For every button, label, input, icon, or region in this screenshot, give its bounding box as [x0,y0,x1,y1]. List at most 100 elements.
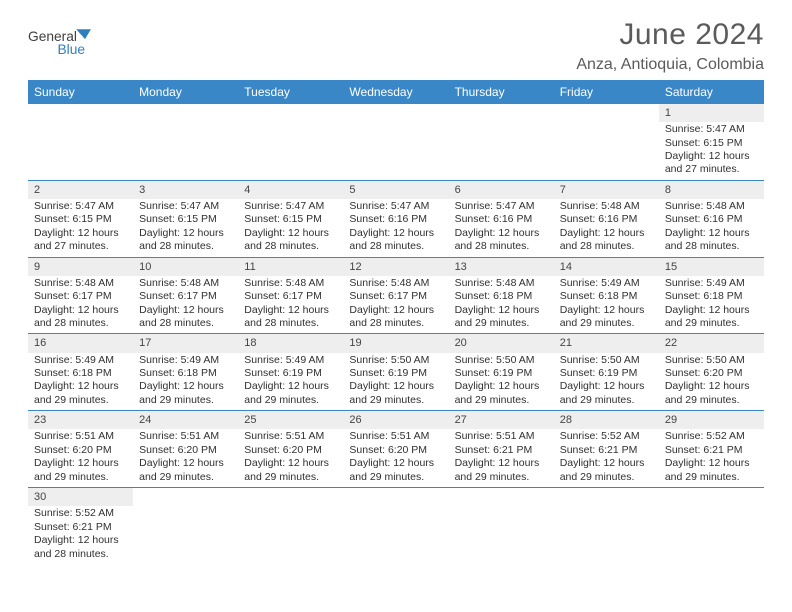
day-content-cell: Sunrise: 5:50 AMSunset: 6:19 PMDaylight:… [449,353,554,411]
sunset-line: Sunset: 6:15 PM [244,213,337,226]
week-3-daynum-row: 16171819202122 [28,334,764,353]
sunset-line: Sunset: 6:18 PM [665,290,758,303]
daylight-line: Daylight: 12 hours [349,380,442,393]
sunset-line: Sunset: 6:17 PM [139,290,232,303]
daylight-line: and 29 minutes. [349,471,442,484]
sunset-line: Sunset: 6:20 PM [349,444,442,457]
day-num-cell: 29 [659,411,764,430]
day-content-cell: Sunrise: 5:48 AMSunset: 6:17 PMDaylight:… [238,276,343,334]
daylight-line: Daylight: 12 hours [139,380,232,393]
sunrise-line: Sunrise: 5:48 AM [139,277,232,290]
day-num-cell: 1 [659,104,764,122]
sunrise-line: Sunrise: 5:48 AM [560,200,653,213]
week-0-daynum-row: 1 [28,104,764,122]
day-num-cell [449,488,554,507]
daylight-line: and 29 minutes. [665,394,758,407]
daylight-line: Daylight: 12 hours [560,304,653,317]
calendar-header: Sunday Monday Tuesday Wednesday Thursday… [28,80,764,104]
day-num-cell [449,104,554,122]
sunrise-line: Sunrise: 5:49 AM [665,277,758,290]
day-content-cell [554,122,659,180]
week-0-content-row: Sunrise: 5:47 AMSunset: 6:15 PMDaylight:… [28,122,764,180]
sunrise-line: Sunrise: 5:47 AM [244,200,337,213]
day-content-cell [343,122,448,180]
day-num-cell: 2 [28,180,133,199]
sunset-line: Sunset: 6:21 PM [455,444,548,457]
day-content-cell: Sunrise: 5:52 AMSunset: 6:21 PMDaylight:… [28,506,133,564]
day-content-cell: Sunrise: 5:51 AMSunset: 6:20 PMDaylight:… [133,429,238,487]
weekday-saturday: Saturday [659,80,764,104]
week-5-daynum-row: 30 [28,488,764,507]
day-content-cell: Sunrise: 5:48 AMSunset: 6:17 PMDaylight:… [343,276,448,334]
day-content-cell: Sunrise: 5:50 AMSunset: 6:19 PMDaylight:… [343,353,448,411]
day-num-cell: 10 [133,257,238,276]
day-content-cell: Sunrise: 5:52 AMSunset: 6:21 PMDaylight:… [554,429,659,487]
day-content-cell: Sunrise: 5:50 AMSunset: 6:20 PMDaylight:… [659,353,764,411]
sunrise-line: Sunrise: 5:51 AM [349,430,442,443]
daylight-line: Daylight: 12 hours [455,380,548,393]
sunrise-line: Sunrise: 5:51 AM [139,430,232,443]
daylight-line: and 28 minutes. [665,240,758,253]
sunset-line: Sunset: 6:16 PM [560,213,653,226]
daylight-line: and 29 minutes. [139,394,232,407]
daylight-line: Daylight: 12 hours [455,304,548,317]
daylight-line: and 27 minutes. [34,240,127,253]
daylight-line: Daylight: 12 hours [244,457,337,470]
day-num-cell: 15 [659,257,764,276]
sunrise-line: Sunrise: 5:49 AM [139,354,232,367]
sunrise-line: Sunrise: 5:50 AM [349,354,442,367]
day-num-cell: 25 [238,411,343,430]
sunrise-line: Sunrise: 5:47 AM [349,200,442,213]
day-num-cell [343,104,448,122]
day-num-cell: 16 [28,334,133,353]
sunset-line: Sunset: 6:16 PM [455,213,548,226]
week-1-content-row: Sunrise: 5:47 AMSunset: 6:15 PMDaylight:… [28,199,764,257]
day-num-cell: 7 [554,180,659,199]
weekday-thursday: Thursday [449,80,554,104]
daylight-line: Daylight: 12 hours [244,380,337,393]
daylight-line: Daylight: 12 hours [139,227,232,240]
daylight-line: and 29 minutes. [244,394,337,407]
daylight-line: and 29 minutes. [560,471,653,484]
daylight-line: Daylight: 12 hours [349,457,442,470]
day-num-cell: 4 [238,180,343,199]
daylight-line: Daylight: 12 hours [34,380,127,393]
logo-triangle-icon [76,29,91,39]
week-2-daynum-row: 9101112131415 [28,257,764,276]
day-num-cell: 20 [449,334,554,353]
daylight-line: Daylight: 12 hours [560,457,653,470]
day-content-cell: Sunrise: 5:48 AMSunset: 6:16 PMDaylight:… [554,199,659,257]
sunset-line: Sunset: 6:20 PM [244,444,337,457]
day-content-cell: Sunrise: 5:48 AMSunset: 6:17 PMDaylight:… [133,276,238,334]
day-content-cell: Sunrise: 5:49 AMSunset: 6:18 PMDaylight:… [28,353,133,411]
daylight-line: Daylight: 12 hours [139,304,232,317]
daylight-line: and 28 minutes. [244,317,337,330]
daylight-line: and 29 minutes. [665,317,758,330]
daylight-line: and 29 minutes. [34,471,127,484]
sunrise-line: Sunrise: 5:47 AM [455,200,548,213]
day-num-cell [238,488,343,507]
sunset-line: Sunset: 6:17 PM [244,290,337,303]
day-content-cell: Sunrise: 5:48 AMSunset: 6:16 PMDaylight:… [659,199,764,257]
sunset-line: Sunset: 6:16 PM [665,213,758,226]
day-content-cell: Sunrise: 5:47 AMSunset: 6:16 PMDaylight:… [449,199,554,257]
daylight-line: Daylight: 12 hours [560,380,653,393]
daylight-line: Daylight: 12 hours [34,304,127,317]
daylight-line: Daylight: 12 hours [34,457,127,470]
daylight-line: Daylight: 12 hours [455,227,548,240]
daylight-line: and 28 minutes. [34,317,127,330]
day-content-cell: Sunrise: 5:48 AMSunset: 6:18 PMDaylight:… [449,276,554,334]
daylight-line: and 28 minutes. [244,240,337,253]
sunrise-line: Sunrise: 5:50 AM [665,354,758,367]
day-num-cell: 9 [28,257,133,276]
day-num-cell: 5 [343,180,448,199]
day-content-cell: Sunrise: 5:49 AMSunset: 6:18 PMDaylight:… [133,353,238,411]
sunrise-line: Sunrise: 5:48 AM [455,277,548,290]
sunrise-line: Sunrise: 5:52 AM [665,430,758,443]
sunset-line: Sunset: 6:17 PM [34,290,127,303]
sunset-line: Sunset: 6:15 PM [34,213,127,226]
weekday-wednesday: Wednesday [343,80,448,104]
week-5-content-row: Sunrise: 5:52 AMSunset: 6:21 PMDaylight:… [28,506,764,564]
daylight-line: and 28 minutes. [560,240,653,253]
day-num-cell: 3 [133,180,238,199]
